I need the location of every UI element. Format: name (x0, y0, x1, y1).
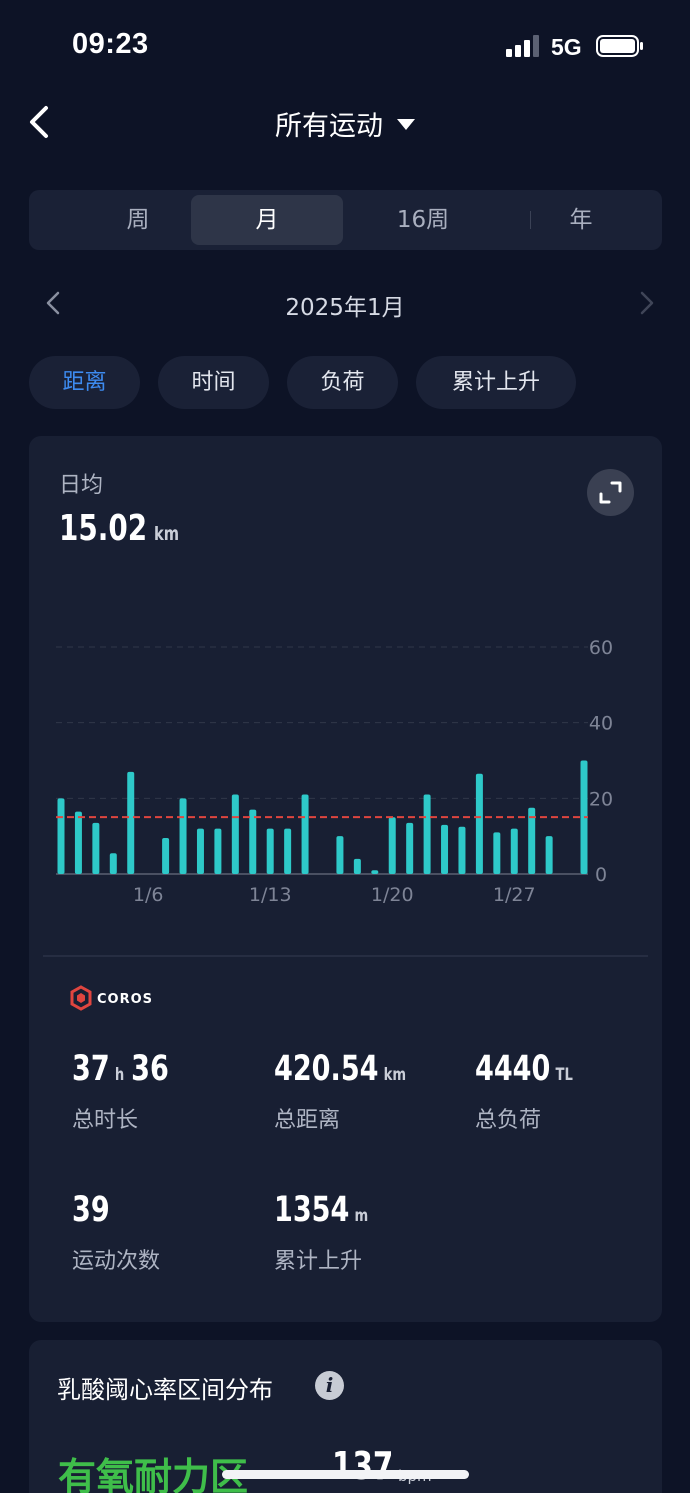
stat-minutes: 36 (131, 1049, 169, 1089)
home-indicator[interactable] (222, 1470, 469, 1479)
chart-bar (493, 832, 501, 874)
chart-bar (57, 798, 65, 874)
summary-card (29, 436, 662, 1322)
stat-total-distance-value: 420.54 km (274, 1049, 413, 1089)
stat-activity-count-value: 39 (72, 1190, 110, 1230)
stat-total-time-value: 37 h 36 (72, 1049, 169, 1089)
daily-average-number: 15.02 (59, 508, 148, 549)
chart-ytick-label: 40 (589, 713, 613, 735)
signal-icon (506, 35, 539, 57)
stat-total-time-label: 总时长 (72, 1108, 139, 1133)
daily-average-label: 日均 (59, 473, 104, 498)
period-segmented-control: 周 月 16周 年 (29, 190, 662, 250)
chart-bar (545, 836, 553, 874)
zone-name: 有氧耐力区 (58, 1455, 249, 1493)
stat-load-number: 4440 (475, 1049, 551, 1089)
chart-xtick-label: 1/6 (133, 884, 164, 906)
chevron-right-icon[interactable] (638, 290, 656, 316)
month-label: 2025年1月 (285, 295, 405, 321)
chart-bar (458, 826, 466, 874)
chart-bar (388, 817, 396, 874)
coros-logo: COROS (70, 985, 153, 1011)
chart-bar (179, 798, 187, 874)
tab-year[interactable]: 年 (569, 207, 593, 233)
chart-bar (162, 838, 170, 874)
stat-distance-number: 420.54 (274, 1049, 379, 1089)
stat-elevation-unit: m (354, 1206, 369, 1226)
lthr-zone-card (29, 1340, 662, 1493)
chart-bar (284, 828, 292, 874)
metric-tab-time[interactable]: 时间 (158, 356, 269, 409)
chart-bar (371, 870, 379, 874)
stat-total-distance-label: 总距离 (274, 1108, 341, 1133)
tab-16-weeks[interactable]: 16周 (396, 207, 450, 233)
daily-average-value: 15.02 km (59, 508, 179, 549)
network-label: 5G (551, 34, 582, 60)
stat-hours: 37 (72, 1049, 110, 1089)
chart-bar (214, 828, 222, 874)
stat-elevation-value: 1354 m (274, 1190, 375, 1230)
expand-icon (599, 481, 622, 504)
card-divider (43, 955, 648, 957)
stat-elevation-number: 1354 (274, 1190, 350, 1230)
back-icon[interactable] (26, 104, 52, 140)
chart-bar (196, 828, 204, 874)
segment-divider (530, 211, 531, 229)
chart-bar (74, 811, 82, 874)
chart-xtick-label: 1/27 (493, 884, 536, 906)
chart-ytick-label: 20 (589, 788, 613, 810)
chart-bar (353, 858, 361, 874)
zone-value: 137 (332, 1444, 394, 1488)
chart-ytick-label: 60 (589, 637, 613, 659)
sport-filter-dropdown[interactable]: 所有运动 (0, 104, 690, 143)
info-icon[interactable]: i (315, 1371, 344, 1400)
stat-distance-unit: km (383, 1065, 407, 1085)
stat-activity-count-label: 运动次数 (72, 1249, 161, 1274)
stat-elevation-label: 累计上升 (274, 1249, 363, 1274)
expand-chart-button[interactable] (587, 469, 634, 516)
coros-logo-text: COROS (97, 992, 153, 1007)
lthr-zone-title: 乳酸阈心率区间分布 (57, 1376, 273, 1404)
dropdown-caret-icon (397, 119, 415, 130)
daily-distance-chart: 0 20 40 60 1/6 1/13 1/20 1/27 (56, 637, 613, 906)
stat-total-load-value: 4440 TL (475, 1049, 580, 1089)
chart-bar (528, 807, 536, 874)
chart-ytick-label: 0 (595, 864, 607, 886)
tab-week[interactable]: 周 (126, 207, 150, 233)
daily-average-unit: km (153, 523, 180, 545)
metric-tab-distance[interactable]: 距离 (29, 356, 140, 409)
chart-bar (109, 853, 117, 874)
chart-bar (441, 824, 449, 874)
battery-icon (596, 35, 643, 57)
metric-tab-load[interactable]: 负荷 (287, 356, 398, 409)
stat-count-number: 39 (72, 1190, 110, 1230)
tab-month[interactable]: 月 (191, 195, 343, 245)
chart-bar (92, 822, 100, 874)
metric-tab-elevation[interactable]: 累计上升 (416, 356, 576, 409)
chart-bar (423, 794, 431, 874)
chart-bar (266, 828, 274, 874)
chart-bar (249, 809, 257, 874)
chart-xtick-label: 1/20 (371, 884, 414, 906)
chart-bar (301, 794, 309, 874)
chart-bar (231, 794, 239, 874)
stat-load-unit: TL (555, 1065, 573, 1085)
status-time: 09:23 (72, 28, 149, 60)
chart-bar (336, 836, 344, 874)
chart-xtick-label: 1/13 (249, 884, 292, 906)
chart-bar (406, 822, 414, 874)
stat-hours-unit: h (114, 1065, 125, 1085)
chart-bar (475, 773, 483, 874)
chart-bar (510, 828, 518, 874)
stat-total-load-label: 总负荷 (475, 1108, 542, 1133)
chevron-left-icon[interactable] (44, 290, 62, 316)
chart-bar (127, 771, 135, 874)
page-title: 所有运动 (275, 111, 383, 142)
